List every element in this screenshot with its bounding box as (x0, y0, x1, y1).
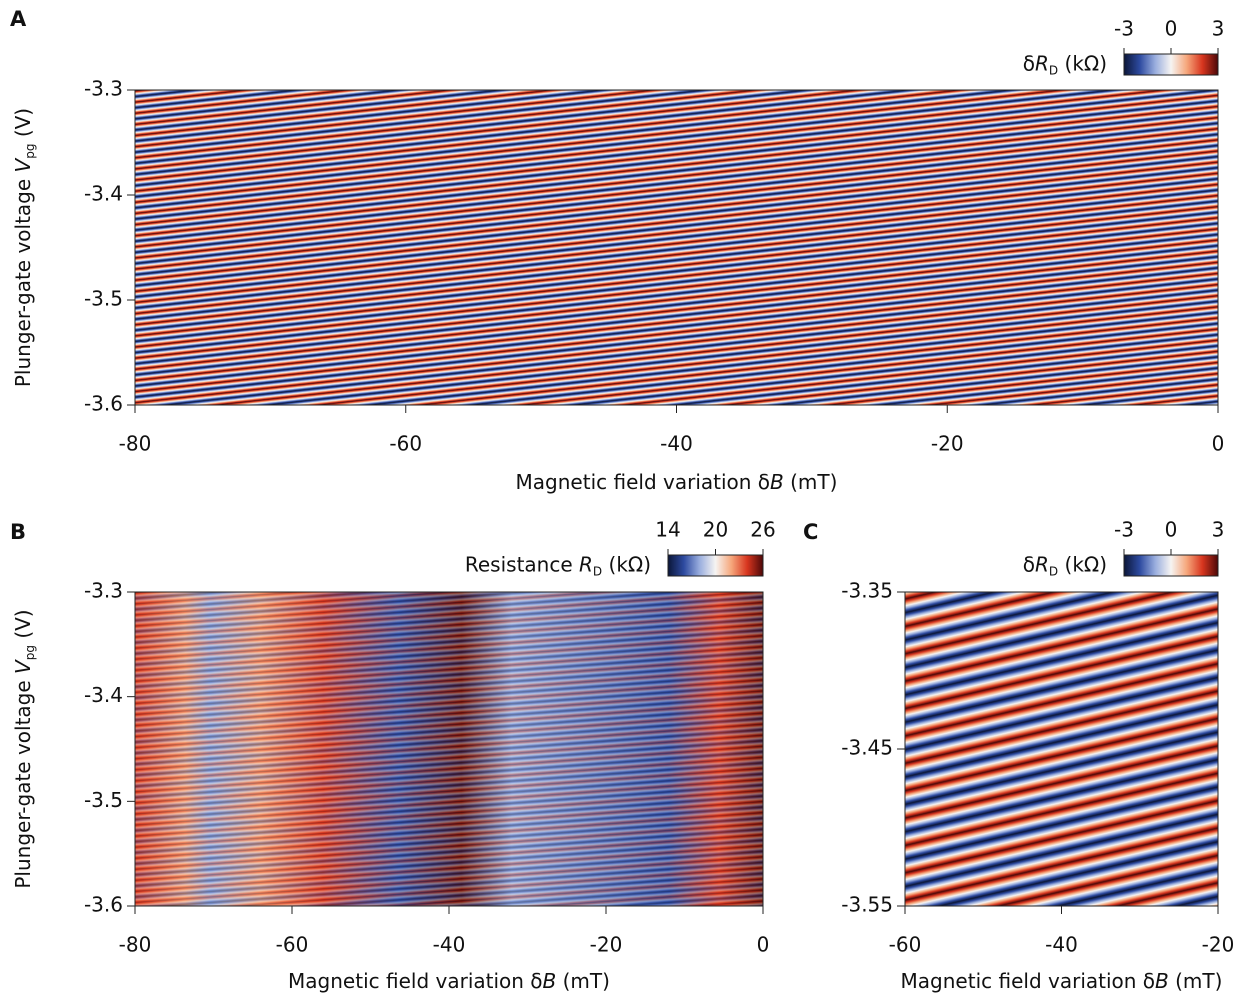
label-part: (mT) (784, 470, 838, 494)
label-part: B (770, 470, 784, 494)
x-tick-label: -60 (276, 933, 309, 957)
label-part: V (11, 659, 35, 674)
colorbar (667, 554, 764, 577)
y-tick-label: -3.5 (84, 788, 123, 812)
colorbar-label: δRD (kΩ) (1023, 552, 1107, 578)
label-part: (kΩ) (1058, 51, 1107, 75)
label-part: R (1035, 552, 1049, 576)
y-tick-label: -3.35 (841, 579, 893, 603)
y-tick-label: -3.5 (84, 287, 123, 311)
colorbar-tick-label: 14 (655, 518, 680, 542)
panel-label: A (10, 7, 27, 31)
label-part: (mT) (556, 969, 610, 993)
x-axis-label: Magnetic field variation δB (mT) (288, 969, 610, 993)
label-part: Magnetic field variation δ (901, 969, 1155, 993)
x-tick-label: 0 (1212, 432, 1225, 456)
colorbar (1123, 554, 1219, 577)
panel-label: C (803, 520, 818, 544)
y-tick-label: -3.6 (84, 893, 123, 917)
y-tick-label: -3.4 (84, 182, 123, 206)
x-tick-label: -40 (660, 432, 693, 456)
colorbar-tick-label: 26 (750, 518, 775, 542)
colorbar-label: Resistance RD (kΩ) (465, 552, 651, 578)
label-part: B (1155, 969, 1169, 993)
label-part: (kΩ) (602, 552, 651, 576)
colorbar-tick-label: -3 (1114, 518, 1134, 542)
x-axis-label: Magnetic field variation δB (mT) (901, 969, 1223, 993)
colorbar-tick-label: 3 (1212, 518, 1225, 542)
label-part: Plunger-gate voltage (11, 172, 35, 387)
x-axis-label: Magnetic field variation δB (mT) (516, 470, 838, 494)
x-tick-label: -60 (389, 432, 422, 456)
label-part: pg (23, 645, 37, 660)
y-tick-label: -3.4 (84, 683, 123, 707)
label-part: D (1049, 63, 1058, 77)
panel-label: B (10, 520, 26, 544)
label-part: δ (1023, 51, 1035, 75)
y-tick-label: -3.55 (841, 893, 893, 917)
heatmap-texture (905, 592, 1218, 906)
label-part: (kΩ) (1058, 552, 1107, 576)
x-tick-label: -40 (433, 933, 466, 957)
label-part: R (1035, 51, 1049, 75)
colorbar-label: δRD (kΩ) (1023, 51, 1107, 77)
heatmap-texture (135, 90, 1218, 405)
label-part: Plunger-gate voltage (11, 674, 35, 889)
colorbar-tick-label: 20 (703, 518, 728, 542)
x-tick-label: -80 (119, 432, 152, 456)
colorbar-tick-label: 0 (1165, 17, 1178, 41)
y-tick-label: -3.3 (84, 77, 123, 101)
label-part: (mT) (1169, 969, 1223, 993)
label-part: (V) (11, 108, 35, 144)
heatmap-base (135, 592, 763, 906)
label-part: Magnetic field variation δ (288, 969, 542, 993)
y-axis-label: Plunger-gate voltage Vpg (V) (11, 108, 37, 387)
y-axis-label: Plunger-gate voltage Vpg (V) (11, 609, 37, 888)
y-tick-label: -3.45 (841, 736, 893, 760)
x-tick-label: -20 (590, 933, 623, 957)
label-part: Magnetic field variation δ (516, 470, 770, 494)
label-part: R (579, 552, 593, 576)
x-tick-label: -60 (889, 933, 922, 957)
colorbar-tick-label: -3 (1114, 17, 1134, 41)
y-tick-label: -3.6 (84, 392, 123, 416)
label-part: D (1049, 564, 1058, 578)
x-tick-label: -80 (119, 933, 152, 957)
label-part: (V) (11, 609, 35, 645)
x-tick-label: 0 (757, 933, 770, 957)
colorbar-tick-label: 3 (1212, 17, 1225, 41)
colorbar-tick-label: 0 (1165, 518, 1178, 542)
label-part: V (11, 157, 35, 172)
colorbar (1123, 53, 1219, 76)
y-tick-label: -3.3 (84, 579, 123, 603)
label-part: Resistance (465, 552, 579, 576)
x-tick-label: -20 (931, 432, 964, 456)
label-part: pg (23, 144, 37, 159)
label-part: D (593, 564, 602, 578)
label-part: δ (1023, 552, 1035, 576)
x-tick-label: -40 (1045, 933, 1078, 957)
x-tick-label: -20 (1202, 933, 1235, 957)
label-part: B (543, 969, 557, 993)
